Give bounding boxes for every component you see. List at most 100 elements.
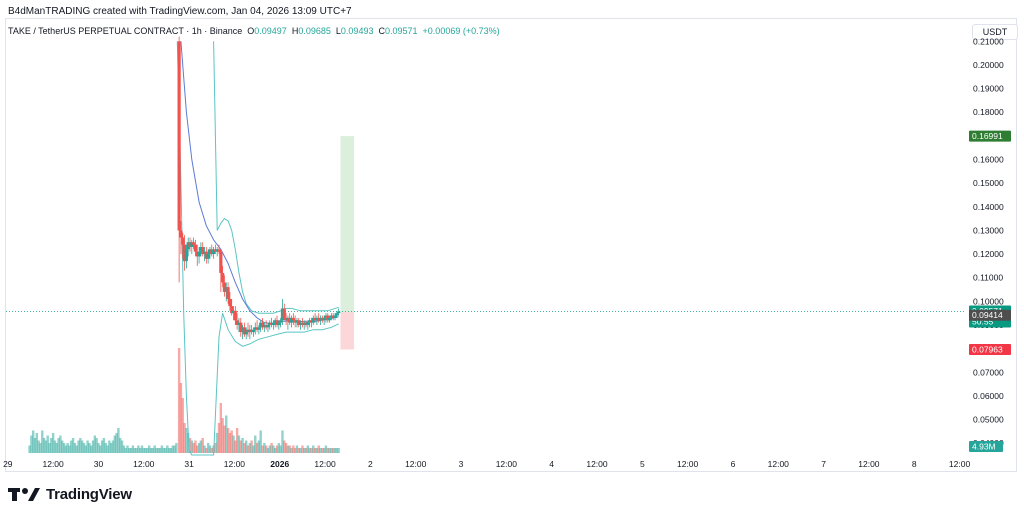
- volume-bar: [115, 433, 118, 453]
- close-label: C: [378, 26, 385, 36]
- volume-bar: [210, 448, 213, 453]
- candle-body: [219, 251, 223, 273]
- candle-body: [206, 254, 210, 259]
- volume-bar: [102, 438, 106, 453]
- candle-body: [320, 317, 324, 321]
- stop-loss-zone: [340, 312, 355, 350]
- volume-bar: [277, 443, 281, 453]
- volume-bar: [90, 445, 93, 453]
- volume-bar: [332, 448, 335, 453]
- volume-bar: [51, 433, 55, 453]
- volume-bar: [234, 440, 237, 453]
- price-label-text: 0.16991: [972, 131, 1003, 141]
- volume-bar: [235, 428, 239, 453]
- volume-bar: [248, 443, 252, 453]
- volume-bar: [228, 433, 232, 453]
- moving-average-line: [180, 41, 339, 325]
- candle-body: [262, 324, 266, 328]
- volume-bar: [261, 445, 264, 453]
- volume-label-text: 4.93M: [972, 442, 996, 452]
- volume-bar: [122, 445, 126, 453]
- open-value: 0.09497: [254, 26, 287, 36]
- volume-bar: [73, 443, 77, 453]
- volume-bar: [185, 428, 188, 453]
- y-tick-label: 0.12000: [973, 249, 1004, 259]
- volume-bar: [330, 448, 333, 453]
- candle-body: [329, 315, 334, 318]
- candle-body: [298, 322, 303, 325]
- candle-body: [291, 317, 295, 321]
- candle-body: [300, 322, 305, 325]
- y-tick-label: 0.19000: [973, 84, 1004, 94]
- symbol-legend: TAKE / TetherUS PERPETUAL CONTRACT · 1h …: [8, 26, 500, 36]
- volume-bar: [75, 445, 78, 453]
- volume-bar: [286, 445, 290, 453]
- volume-bar: [283, 440, 286, 453]
- candle-body: [239, 322, 243, 333]
- x-tick-label: 2: [368, 459, 373, 469]
- volume-bar: [86, 440, 89, 453]
- price-label-box: [969, 309, 1011, 321]
- price-label-box: [969, 130, 1011, 142]
- volume-bar: [196, 445, 199, 453]
- x-tick-label: 2026: [270, 459, 289, 469]
- volume-bar: [177, 348, 181, 453]
- candle-body: [275, 320, 279, 325]
- candle-body: [235, 320, 239, 325]
- candle-body: [179, 230, 183, 238]
- currency-unit-button[interactable]: USDT: [972, 24, 1018, 40]
- x-tick-label: 12:00: [405, 459, 427, 469]
- volume-bar: [226, 428, 230, 453]
- volume-bar: [237, 435, 241, 453]
- tradingview-logo-icon: [8, 488, 40, 501]
- volume-bar: [214, 443, 217, 453]
- tradingview-logo[interactable]: TradingView: [8, 485, 132, 503]
- volume-bar: [241, 438, 244, 453]
- volume-bar: [335, 448, 339, 453]
- volume-bar: [82, 443, 86, 453]
- volume-bar: [175, 443, 178, 453]
- volume-bar: [270, 443, 273, 453]
- volume-bar: [246, 445, 250, 453]
- volume-bar: [41, 430, 44, 453]
- candle-body: [333, 315, 337, 318]
- volume-bar: [275, 445, 279, 453]
- y-tick-label: 0.13000: [973, 225, 1004, 235]
- candle-body: [193, 244, 198, 252]
- volume-bar: [39, 443, 42, 453]
- volume-bar: [183, 423, 186, 453]
- volume-bar: [97, 443, 100, 453]
- x-tick-label: 8: [912, 459, 917, 469]
- candle-body: [224, 287, 228, 292]
- volume-bar: [293, 448, 297, 453]
- candle-body: [304, 322, 308, 325]
- volume-bar: [319, 448, 322, 453]
- price-label-text: 0.07963: [972, 344, 1003, 354]
- candle-body: [228, 298, 232, 307]
- candle-body: [257, 327, 261, 330]
- volume-bar: [100, 440, 104, 453]
- volume-bar: [223, 425, 226, 453]
- candle-body: [264, 324, 268, 328]
- created-by-caption: B4dManTRADING created with TradingView.c…: [8, 6, 352, 17]
- volume-bar: [126, 445, 129, 453]
- volume-bar: [59, 435, 62, 453]
- volume-bar: [99, 445, 102, 453]
- candle-body: [237, 322, 241, 325]
- candle-body: [233, 310, 237, 321]
- volume-bar: [284, 443, 288, 453]
- volume-bar: [272, 445, 275, 453]
- x-tick-label: 5: [640, 459, 645, 469]
- volume-bar: [71, 438, 75, 453]
- volume-bar: [230, 430, 233, 453]
- volume-bar: [225, 415, 228, 453]
- volume-bar: [162, 448, 165, 453]
- candle-body: [230, 306, 234, 314]
- volume-bar: [31, 430, 35, 453]
- volume-bar: [117, 428, 120, 453]
- price-label-box: [969, 343, 1011, 355]
- volume-bar: [64, 445, 68, 453]
- volume-bar: [232, 435, 235, 453]
- candle-body: [260, 322, 265, 328]
